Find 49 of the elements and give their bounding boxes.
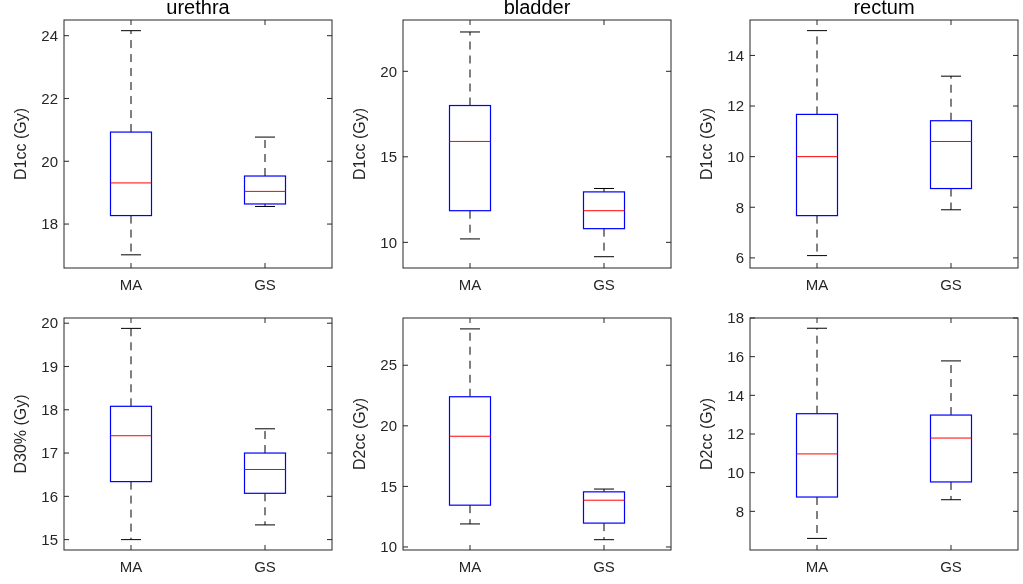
y-tick-label: 22 [41,89,58,107]
x-tick-label: GS [254,276,276,293]
y-axis-title: D1cc (Gy) [698,108,715,180]
y-tick-label: 15 [380,477,397,495]
y-axis-title: D2cc (Gy) [698,398,715,470]
y-tick-label: 18 [41,215,58,233]
chart-title: rectum [853,0,915,18]
x-tick-label: MA [805,558,829,575]
x-tick-label: GS [254,558,276,575]
x-tick-label: MA [458,276,482,293]
y-axis-title: D30% (Gy) [12,394,29,474]
y-tick-label: 17 [41,444,58,462]
y-tick-label: 10 [727,463,744,481]
x-tick-label: MA [119,558,143,575]
y-tick-label: 16 [727,347,744,365]
x-tick-label: MA [458,558,482,575]
y-tick-label: 14 [727,386,744,404]
x-tick-label: MA [805,276,829,293]
x-tick-label: GS [593,276,615,293]
chart-title: urethra [166,0,231,18]
y-tick-label: 12 [727,97,744,115]
x-tick-label: MA [119,276,143,293]
y-tick-label: 18 [727,309,744,327]
y-tick-label: 19 [41,357,58,375]
x-tick-label: GS [940,558,962,575]
y-tick-label: 8 [735,198,744,216]
y-axis-title: D1cc (Gy) [12,108,29,180]
y-tick-label: 10 [727,147,744,165]
y-tick-label: 16 [41,487,58,505]
y-tick-label: 10 [380,538,397,556]
y-tick-label: 12 [727,425,744,443]
y-tick-label: 10 [380,233,397,251]
y-tick-label: 15 [41,530,58,548]
x-tick-label: GS [940,276,962,293]
y-axis-title: D1cc (Gy) [351,108,368,180]
y-tick-label: 20 [380,417,397,435]
y-tick-label: 15 [380,148,397,166]
y-tick-label: 14 [727,46,744,64]
chart-title: bladder [503,0,571,18]
y-axis-title: D2cc (Gy) [351,398,368,470]
y-tick-label: 6 [735,249,744,267]
x-tick-label: GS [593,558,615,575]
y-tick-label: 25 [380,356,397,374]
y-tick-label: 20 [41,152,58,170]
y-tick-label: 20 [41,314,58,332]
y-tick-label: 8 [735,502,744,520]
y-tick-label: 18 [41,401,58,419]
y-tick-label: 24 [41,26,58,44]
y-tick-label: 20 [380,62,397,80]
